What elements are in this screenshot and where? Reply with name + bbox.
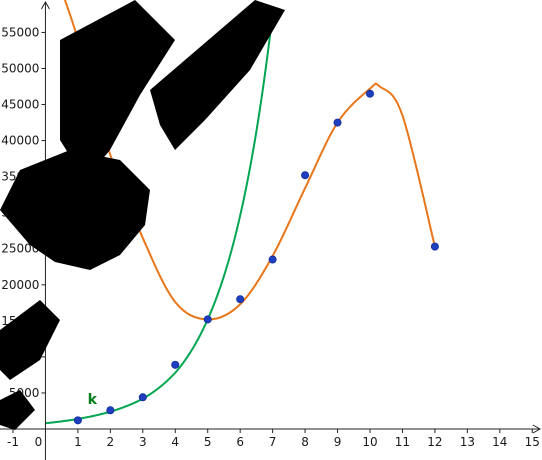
x-tick-label: 15 xyxy=(525,435,540,449)
curve-k xyxy=(45,13,274,425)
y-tick-label: 40000 xyxy=(1,134,39,148)
watermark-shape xyxy=(0,300,60,380)
curves-group xyxy=(45,0,436,425)
x-tick-label: 10 xyxy=(362,435,377,449)
data-point xyxy=(236,295,245,304)
watermark-group xyxy=(0,0,285,430)
y-tick-label: 55000 xyxy=(1,25,39,39)
watermark-shape xyxy=(0,150,150,270)
y-tick-label: 25000 xyxy=(1,242,39,256)
data-point xyxy=(73,416,82,425)
data-point xyxy=(268,255,277,264)
watermark-shape xyxy=(0,390,35,430)
data-point xyxy=(138,393,147,402)
data-point xyxy=(203,315,212,324)
y-tick-label: 45000 xyxy=(1,98,39,112)
data-point xyxy=(333,118,342,127)
data-point xyxy=(171,360,180,369)
x-tick-label: 1 xyxy=(74,435,82,449)
curve-f xyxy=(63,0,436,321)
data-point xyxy=(365,89,374,98)
x-tick-label: 12 xyxy=(427,435,442,449)
x-tick-label: 6 xyxy=(236,435,244,449)
curve-label-k: k xyxy=(88,392,98,408)
y-tick-label: 20000 xyxy=(1,278,39,292)
data-point xyxy=(106,406,115,415)
x-tick-label: 5 xyxy=(204,435,212,449)
x-tick-label: 4 xyxy=(171,435,179,449)
x-tick-label: 7 xyxy=(269,435,277,449)
data-points-group xyxy=(73,89,439,425)
y-tick-label: 50000 xyxy=(1,61,39,75)
watermark-shape xyxy=(60,0,175,180)
x-tick-label: 0 xyxy=(35,435,43,449)
y-axis-arrow xyxy=(41,0,50,10)
x-tick-label: 14 xyxy=(492,435,507,449)
data-point xyxy=(430,242,439,251)
watermark-shape xyxy=(150,0,285,150)
x-tick-label: 9 xyxy=(334,435,342,449)
x-tick-label: 8 xyxy=(301,435,309,449)
data-point xyxy=(301,171,310,180)
x-axis-arrow xyxy=(532,424,542,434)
x-tick-label: 2 xyxy=(107,435,115,449)
x-tick-label: 3 xyxy=(139,435,147,449)
x-tick-label: -1 xyxy=(7,435,19,449)
x-tick-label: 11 xyxy=(395,435,410,449)
x-tick-label: 13 xyxy=(460,435,475,449)
